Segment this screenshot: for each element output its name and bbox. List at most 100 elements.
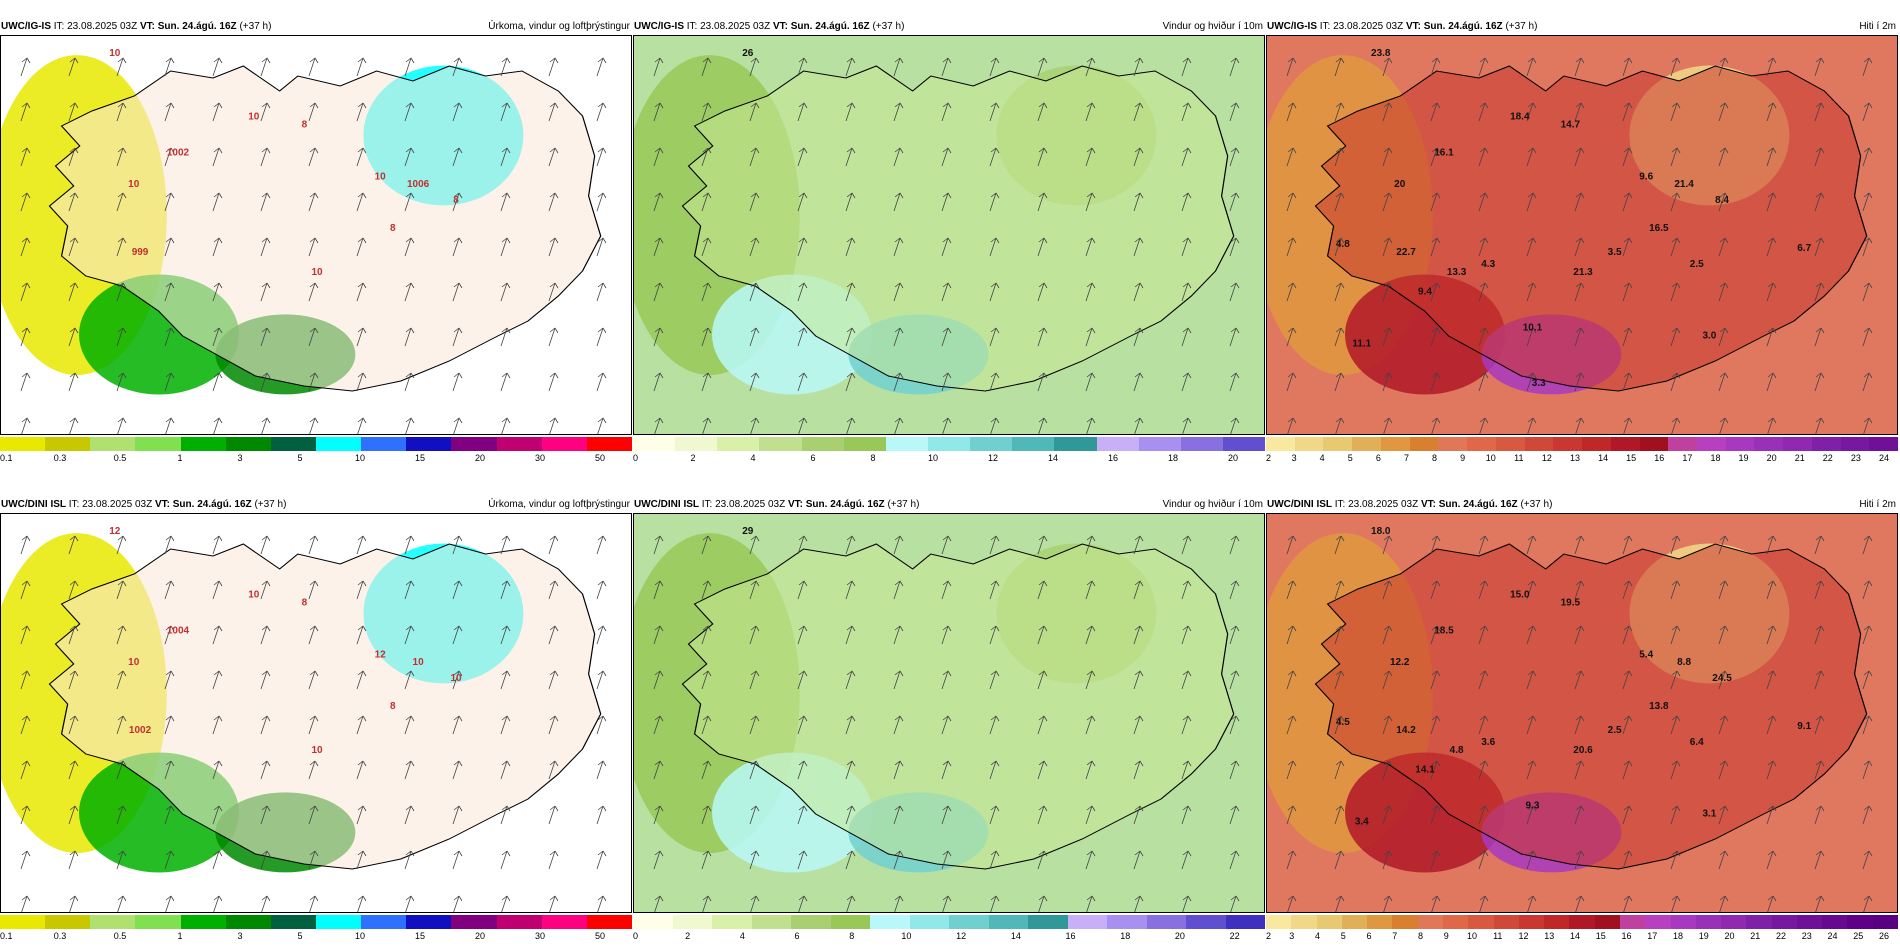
wind-arrow xyxy=(1766,327,1777,347)
colorbar-swatch xyxy=(0,915,46,929)
wind-arrow xyxy=(356,147,367,167)
wind-arrow xyxy=(989,372,1000,392)
wind-arrow xyxy=(941,147,952,167)
wind-arrow xyxy=(1181,760,1192,780)
wind-arrow xyxy=(20,282,31,302)
wind-arrow xyxy=(596,147,607,167)
wind-arrow xyxy=(1383,895,1393,912)
wind-arrow xyxy=(845,147,856,167)
wind-arrow xyxy=(701,102,712,122)
wind-arrow xyxy=(1085,237,1096,257)
colorbar-tick-label: 12 xyxy=(1518,931,1529,941)
colorbar-swatch xyxy=(1096,437,1139,451)
wind-arrow xyxy=(1430,715,1441,735)
colorbar-swatch xyxy=(315,915,362,929)
wind-arrow xyxy=(20,715,31,735)
wind-arrow xyxy=(500,625,511,645)
wind-arrow xyxy=(1085,102,1096,122)
wind-arrow xyxy=(453,895,463,912)
wind-arrow xyxy=(20,760,31,780)
wind-arrow xyxy=(1814,535,1825,555)
wind-arrow xyxy=(1430,535,1441,555)
wind-arrow xyxy=(116,760,127,780)
wind-arrow xyxy=(894,895,904,912)
wind-arrow xyxy=(1229,850,1240,870)
colorbar-swatch xyxy=(830,915,870,929)
wind-arrow xyxy=(500,805,511,825)
wind-arrow xyxy=(308,327,319,347)
colorbar-swatch xyxy=(45,437,91,451)
colorbar-tick-label: 19 xyxy=(1698,931,1709,941)
wind-arrow xyxy=(701,760,712,780)
wind-arrow xyxy=(941,580,952,600)
wind-arrow xyxy=(1181,147,1192,167)
wind-arrow xyxy=(1382,327,1393,347)
forecast-map[interactable]: 23.8 9.6 8.4 14.7 16.5 18.4 20 21.3 16.1 22.7 21.4… xyxy=(1266,35,1898,435)
wind-arrow xyxy=(1766,760,1777,780)
wind-arrow xyxy=(1526,625,1537,645)
run-info: UWC/IG-IS IT: 23.08.2025 03Z VT: Sun. 24… xyxy=(634,20,904,34)
forecast-map[interactable]: 18.0 5.4 24.5 19.5 13.8 15.0 12.2 20.6 18.5 14.2 8… xyxy=(1266,513,1898,913)
wind-arrow xyxy=(1181,805,1192,825)
colorbar-tick-label: 10 xyxy=(354,453,366,463)
colorbar-swatch xyxy=(1721,915,1747,929)
colorbar-tick-label: 4 xyxy=(739,931,745,941)
wind-arrow xyxy=(845,580,856,600)
wind-arrow xyxy=(1334,192,1345,212)
wind-arrow xyxy=(1862,805,1873,825)
forecast-map[interactable]: 12 12 10 8 8 10 10 10 1004 1002 10 xyxy=(0,513,632,913)
wind-arrow xyxy=(1814,237,1825,257)
wind-arrow xyxy=(1229,805,1240,825)
map-value-label: 14.7 xyxy=(1561,120,1581,131)
panel-title: Úrkoma, vindur og loftþrýstingur xyxy=(488,21,630,32)
colorbar-swatch xyxy=(1840,437,1870,451)
wind-arrow xyxy=(653,625,664,645)
wind-arrow xyxy=(845,535,856,555)
wind-arrow xyxy=(20,670,31,690)
wind-arrow xyxy=(69,417,79,434)
wind-arrow xyxy=(1718,715,1729,735)
wind-arrow xyxy=(1718,760,1729,780)
wind-arrow xyxy=(1134,417,1144,434)
wind-arrow xyxy=(596,805,607,825)
map-value-label: 1002 xyxy=(167,147,190,158)
colorbar-tick-label: 25 xyxy=(1853,931,1864,941)
wind-arrow xyxy=(941,282,952,302)
wind-arrow xyxy=(1037,372,1048,392)
wind-arrow xyxy=(1670,805,1681,825)
wind-arrow xyxy=(404,715,415,735)
colorbar-swatch xyxy=(1493,915,1519,929)
forecast-map[interactable]: 10 10 8 8 8 10 10 10 1002 999 1006 xyxy=(0,35,632,435)
colorbar-swatch xyxy=(675,437,718,451)
wind-arrow xyxy=(1862,192,1873,212)
wind-arrow xyxy=(308,372,319,392)
colorbar-swatch xyxy=(90,437,136,451)
wind-arrow xyxy=(356,850,367,870)
colorbar-ticks: 2 3 4 5 6 7 8 9 10 11 12 13 14 15 16 17 18 19 20 21 22 23 24 xyxy=(1266,452,1898,464)
wind-arrow xyxy=(1766,535,1777,555)
wind-arrow xyxy=(941,57,952,77)
panel-title: Úrkoma, vindur og loftþrýstingur xyxy=(488,499,630,510)
colorbar-swatch xyxy=(1367,915,1393,929)
wind-arrow xyxy=(164,282,175,302)
wind-arrow xyxy=(750,895,760,912)
panel-title: Hiti í 2m xyxy=(1859,499,1896,510)
wind-arrow xyxy=(653,372,664,392)
forecast-map[interactable]: 29 xyxy=(633,513,1265,913)
wind-arrow xyxy=(1622,580,1633,600)
wind-arrow xyxy=(1133,237,1144,257)
wind-arrow xyxy=(1767,895,1777,912)
wind-arrow xyxy=(1670,102,1681,122)
map-value-label: 13.8 xyxy=(1649,701,1669,712)
wind-arrow xyxy=(1478,327,1489,347)
map-value-label: 8.4 xyxy=(1715,195,1729,206)
wind-arrow xyxy=(260,625,271,645)
wind-arrow xyxy=(701,372,712,392)
wind-arrow xyxy=(452,805,463,825)
colorbar-swatch xyxy=(870,915,910,929)
colorbar-tick-label: 2 xyxy=(690,453,696,463)
colorbar-tick-label: 1 xyxy=(177,931,183,941)
wind-arrow xyxy=(356,805,367,825)
forecast-map[interactable]: 26 xyxy=(633,35,1265,435)
wind-arrow xyxy=(117,417,127,434)
